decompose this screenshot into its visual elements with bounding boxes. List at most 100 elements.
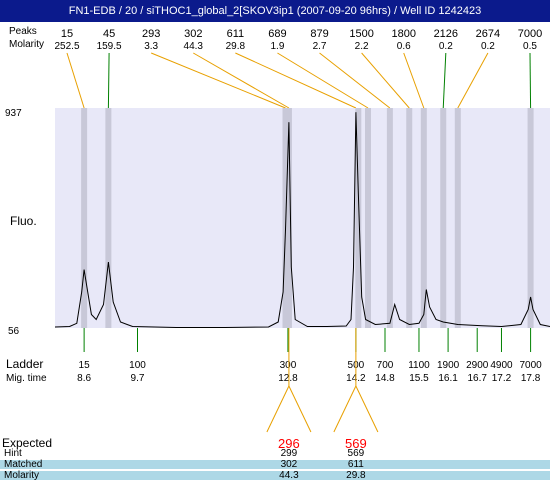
peak-link	[235, 52, 357, 109]
peak-molarity-label: 0.5	[523, 41, 537, 52]
peak-molarity-label: 1.9	[271, 41, 285, 52]
molarity-row-label: Molarity	[4, 470, 40, 481]
peak-band	[527, 108, 534, 328]
expected-link-left	[333, 385, 357, 433]
peak-link	[529, 52, 532, 109]
hint-row-label: Hint	[4, 448, 22, 459]
ladder-time-label: 12.8	[278, 373, 298, 384]
ladder-time-label: 14.8	[375, 373, 395, 384]
peak-molarity-label: 44.3	[184, 41, 204, 52]
ladder-time-label: 16.7	[467, 373, 487, 384]
peak-size-label: 293	[142, 28, 160, 40]
peak-link	[66, 52, 85, 109]
ladder-size-label: 700	[377, 360, 394, 371]
ladder-size-label: 4900	[490, 360, 513, 371]
ladder-size-label: 7000	[519, 360, 542, 371]
expected-molarity-value: 44.3	[279, 470, 299, 481]
peak-bands	[81, 108, 534, 328]
peak-molarity-label: 2.2	[355, 41, 369, 52]
matched-row: Matched	[0, 459, 550, 470]
peak-molarity-label: 0.6	[397, 41, 411, 52]
peak-band	[386, 108, 393, 328]
peak-molarity-label: 0.2	[439, 41, 453, 52]
ladder-time-label: 17.8	[521, 373, 541, 384]
expected-value: 296	[278, 436, 300, 451]
peak-link	[457, 52, 489, 109]
expected-link-left	[266, 385, 290, 433]
y-tick-top: 937	[5, 108, 22, 119]
matched-row-label: Matched	[4, 459, 43, 470]
peak-molarity-label: 2.7	[313, 41, 327, 52]
y-tick-bottom: 56	[8, 326, 20, 337]
y-axis-label: Fluo.	[10, 214, 37, 228]
ladder-labels: 158.61009.730012.850014.270014.8110015.5…	[77, 360, 542, 384]
expected-row-label: Expected	[2, 436, 52, 450]
peak-band	[406, 108, 413, 328]
peak-molarity-label: 252.5	[54, 41, 79, 52]
peak-link	[319, 52, 391, 109]
ladder-size-label: 1100	[408, 360, 430, 371]
peak-link	[107, 52, 110, 109]
peak-link	[277, 52, 369, 109]
peak-size-label: 611	[227, 28, 245, 40]
peak-molarity-label: 159.5	[97, 41, 122, 52]
ladder-time-label: 8.6	[77, 373, 91, 384]
expected-links: 296 569	[266, 328, 379, 451]
peak-size-label: 879	[310, 28, 328, 40]
expected-link-right	[288, 385, 312, 433]
ladder-ticks	[83, 328, 532, 352]
electropherogram-chart: Peaks Molarity 15252.545159.52933.330244…	[2, 26, 550, 451]
molarity-row: Molarity	[0, 470, 550, 481]
peak-link	[150, 52, 286, 109]
ladder-time-label: 16.1	[438, 373, 458, 384]
peak-size-label: 1800	[391, 28, 415, 40]
peak-band	[285, 108, 292, 328]
expected-hint-value: 569	[347, 448, 365, 459]
window-title: FN1-EDB / 20 / siTHOC1_global_2[SKOV3ip1…	[0, 0, 550, 22]
peak-size-label: 302	[184, 28, 202, 40]
peak-size-label: 45	[103, 28, 115, 40]
peak-size-label: 689	[268, 28, 286, 40]
ladder-size-label: 2900	[466, 360, 489, 371]
peak-molarity-label: 0.2	[481, 41, 495, 52]
ladder-time-label: 9.7	[131, 373, 145, 384]
fluorescence-trace	[54, 112, 550, 328]
peak-band	[420, 108, 427, 328]
expected-hint-value: 299	[280, 448, 298, 459]
peak-band	[365, 108, 372, 328]
peak-link	[442, 52, 447, 109]
header-molarity-label: Molarity	[9, 39, 44, 50]
ladder-size-label: 1900	[437, 360, 460, 371]
expected-link-right	[355, 385, 379, 433]
ladder-size-label: 100	[129, 360, 146, 371]
peak-size-label: 15	[61, 28, 73, 40]
peak-size-label: 2126	[434, 28, 458, 40]
peak-links	[66, 52, 532, 109]
ladder-size-label: 15	[79, 360, 91, 371]
expected-value: 569	[345, 436, 367, 451]
ladder-row-label: Ladder	[6, 357, 43, 371]
peak-band	[81, 108, 88, 328]
expected-matched-value: 611	[347, 459, 364, 470]
peak-molarity-label: 3.3	[144, 41, 158, 52]
peak-band	[454, 108, 461, 328]
peak-band	[440, 108, 447, 328]
peak-band	[105, 108, 112, 328]
peak-molarity-label: 29.8	[226, 41, 246, 52]
peak-size-label: 7000	[518, 28, 542, 40]
plot-area	[55, 108, 550, 328]
ladder-time-label: 17.2	[492, 373, 512, 384]
peak-link	[361, 52, 410, 109]
peak-band	[355, 108, 362, 328]
ladder-time-label: 15.5	[409, 373, 429, 384]
peak-link	[403, 52, 425, 109]
header-peaks-label: Peaks	[9, 26, 37, 37]
expected-molarity-value: 29.8	[346, 470, 366, 481]
hint-row: Hint	[0, 448, 550, 459]
peak-size-label: 1500	[349, 28, 373, 40]
ladder-size-label: 300	[280, 360, 297, 371]
migration-time-row-label: Mig. time	[6, 373, 47, 384]
peak-size-label: 2674	[476, 28, 500, 40]
peak-link	[193, 52, 290, 109]
